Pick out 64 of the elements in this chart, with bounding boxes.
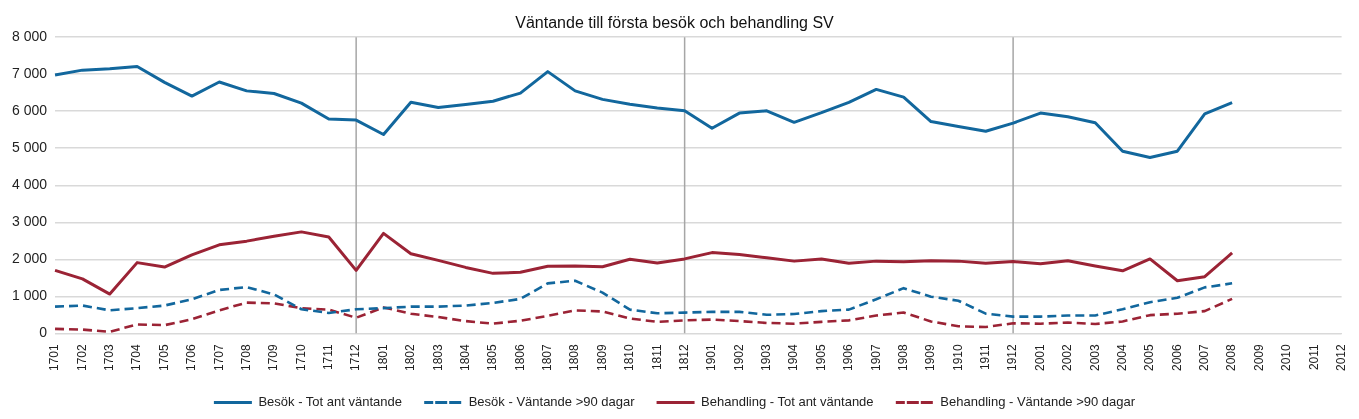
legend-label: Behandling - Väntande >90 dagar bbox=[940, 394, 1136, 410]
x-tick-label: 1705 bbox=[156, 343, 171, 372]
x-tick-label: 1710 bbox=[293, 343, 308, 372]
y-tick-label: 7 000 bbox=[11, 65, 48, 82]
x-tick-label: 1703 bbox=[102, 343, 117, 372]
legend-label: Behandling - Tot ant väntande bbox=[701, 394, 874, 410]
x-tick-label: 2012 bbox=[1333, 343, 1348, 372]
x-tick-label: 1906 bbox=[841, 343, 856, 372]
x-tick-label: 1803 bbox=[430, 343, 445, 372]
x-tick-label: 2003 bbox=[1087, 343, 1102, 372]
legend-label: Besök - Väntande >90 dagar bbox=[468, 394, 636, 410]
x-tick-label: 1911 bbox=[978, 343, 993, 371]
y-tick-label: 1 000 bbox=[11, 287, 48, 304]
x-tick-label: 1802 bbox=[403, 343, 418, 372]
x-tick-label: 1812 bbox=[676, 343, 691, 372]
x-tick-label: 1908 bbox=[895, 343, 910, 372]
x-tick-label: 1909 bbox=[923, 343, 938, 372]
y-tick-label: 2 000 bbox=[11, 250, 48, 267]
x-tick-label: 1903 bbox=[759, 343, 774, 372]
line-series bbox=[53, 279, 1234, 318]
x-tick-label: 1902 bbox=[731, 343, 746, 372]
x-tick-label: 1811 bbox=[649, 343, 664, 371]
x-tick-label: 2004 bbox=[1114, 343, 1129, 372]
legend-label: Besök - Tot ant väntande bbox=[258, 394, 402, 410]
x-tick-label: 1806 bbox=[512, 343, 527, 372]
x-tick-label: 1804 bbox=[457, 343, 472, 372]
y-tick-label: 6 000 bbox=[11, 102, 48, 119]
x-tick-label: 2007 bbox=[1197, 343, 1212, 372]
x-tick-label: 1704 bbox=[129, 343, 144, 372]
x-tick-label: 1708 bbox=[238, 343, 253, 372]
x-tick-label: 2009 bbox=[1251, 343, 1266, 372]
x-tick-label: 1910 bbox=[950, 343, 965, 372]
x-tick-label: 1709 bbox=[266, 343, 281, 372]
x-tick-label: 2011 bbox=[1306, 343, 1321, 371]
x-tick-label: 1712 bbox=[348, 343, 363, 372]
y-tick-label: 8 000 bbox=[11, 28, 48, 45]
x-tick-label: 1907 bbox=[868, 343, 883, 372]
x-tick-label: 1801 bbox=[375, 343, 390, 372]
chart-title: Väntande till första besök och behandling SV bbox=[515, 14, 835, 32]
x-tick-label: 2005 bbox=[1142, 343, 1157, 372]
x-tick-label: 2010 bbox=[1279, 343, 1294, 372]
x-tick-label: 1808 bbox=[567, 343, 582, 372]
x-tick-label: 1905 bbox=[813, 343, 828, 372]
x-tick-label: 1711 bbox=[321, 343, 336, 371]
x-tick-label: 2008 bbox=[1224, 343, 1239, 372]
x-tick-label: 1701 bbox=[47, 343, 62, 372]
y-tick-label: 5 000 bbox=[11, 139, 48, 156]
x-tick-label: 1702 bbox=[74, 343, 89, 372]
x-tick-label: 1912 bbox=[1005, 343, 1020, 372]
x-tick-label: 1904 bbox=[786, 343, 801, 372]
x-tick-label: 1807 bbox=[540, 343, 555, 372]
x-tick-label: 1805 bbox=[485, 343, 500, 372]
x-tick-label: 2006 bbox=[1169, 343, 1184, 372]
x-tick-label: 2002 bbox=[1060, 343, 1075, 372]
x-tick-label: 1707 bbox=[211, 343, 226, 372]
x-tick-label: 1901 bbox=[704, 343, 719, 372]
line-series bbox=[53, 297, 1234, 334]
y-tick-label: 0 bbox=[39, 324, 48, 341]
x-tick-label: 1810 bbox=[622, 343, 637, 372]
y-tick-label: 4 000 bbox=[11, 176, 48, 193]
x-tick-label: 1706 bbox=[184, 343, 199, 372]
x-tick-label: 1809 bbox=[594, 343, 609, 372]
x-tick-label: 2001 bbox=[1032, 343, 1047, 372]
y-tick-label: 3 000 bbox=[11, 213, 48, 230]
